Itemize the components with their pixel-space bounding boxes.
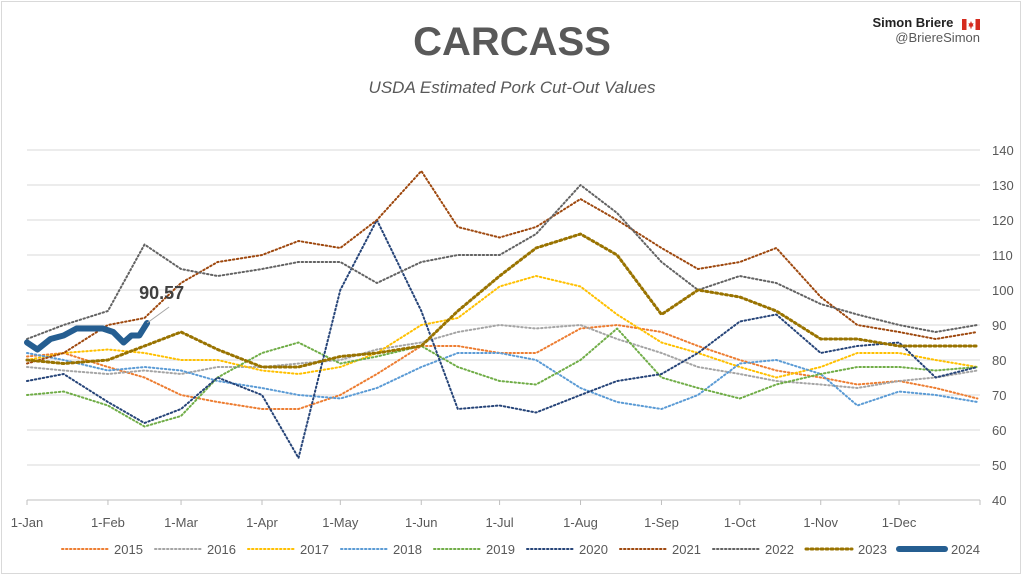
annotation-leader	[146, 306, 170, 324]
legend-label-2016: 2016	[207, 542, 236, 557]
y-tick-label: 60	[992, 423, 1006, 438]
x-tick-label: 1-Jun	[405, 515, 438, 530]
canada-flag-icon	[962, 18, 980, 31]
series-line-2018	[26, 352, 979, 410]
series-line-2023	[25, 232, 979, 369]
x-tick-label: 1-Mar	[164, 515, 199, 530]
y-tick-label: 70	[992, 388, 1006, 403]
legend: 2015 2016 2017 2018 2019 2020 2021 2022 2023 2024	[61, 542, 980, 557]
x-tick-label: 1-May	[322, 515, 359, 530]
y-tick-label: 130	[992, 178, 1014, 193]
legend-label-2024: 2024	[951, 542, 980, 557]
x-tick-label: 1-Feb	[91, 515, 125, 530]
y-tick-label: 100	[992, 283, 1014, 298]
x-tick-label: 1-Jan	[11, 515, 44, 530]
legend-label-2017: 2017	[300, 542, 329, 557]
series-lines	[24, 170, 979, 459]
series-line-2021	[26, 170, 979, 365]
x-tick-label: 1-Aug	[563, 515, 598, 530]
legend-label-2021: 2021	[672, 542, 701, 557]
series-line-2019	[26, 327, 979, 428]
x-tick-label: 1-Nov	[803, 515, 838, 530]
author-handle: @BriereSimon	[895, 30, 980, 45]
series-line-2020	[26, 219, 979, 459]
y-tick-label: 120	[992, 213, 1014, 228]
x-tick-label: 1-Sep	[644, 515, 679, 530]
y-tick-label: 80	[992, 353, 1006, 368]
series-line-2016	[26, 324, 979, 389]
series-line-2022	[26, 184, 979, 340]
y-tick-label: 40	[992, 493, 1006, 508]
x-tick-label: 1-Apr	[246, 515, 278, 530]
y-tick-label: 140	[992, 143, 1014, 158]
legend-label-2023: 2023	[858, 542, 887, 557]
legend-label-2020: 2020	[579, 542, 608, 557]
legend-label-2018: 2018	[393, 542, 422, 557]
series-line-2017	[26, 275, 979, 379]
y-tick-label: 90	[992, 318, 1006, 333]
series-line-2024	[24, 320, 151, 353]
x-tick-label: 1-Oct	[724, 515, 756, 530]
x-tick-label: 1-Jul	[485, 515, 513, 530]
x-axis: 1-Jan 1-Feb 1-Mar 1-Apr 1-May 1-Jun 1-Jul 1-Aug…	[11, 499, 981, 530]
y-tick-label: 50	[992, 458, 1006, 473]
legend-label-2019: 2019	[486, 542, 515, 557]
chart-subtitle: USDA Estimated Pork Cut-Out Values	[368, 78, 656, 97]
annotation-label: 90.57	[139, 283, 184, 303]
x-tick-label: 1-Dec	[882, 515, 917, 530]
author-name: Simon Briere	[872, 15, 954, 30]
annotation: 90.57	[139, 283, 184, 324]
y-tick-label: 110	[992, 248, 1013, 263]
y-axis-ticks: 40 50 60 70 80 90 100 110 120 130 140	[992, 143, 1014, 508]
legend-label-2015: 2015	[114, 542, 143, 557]
author-block: Simon Briere @BriereSimon	[872, 15, 980, 45]
chart-title: CARCASS	[413, 20, 611, 64]
legend-label-2022: 2022	[765, 542, 794, 557]
